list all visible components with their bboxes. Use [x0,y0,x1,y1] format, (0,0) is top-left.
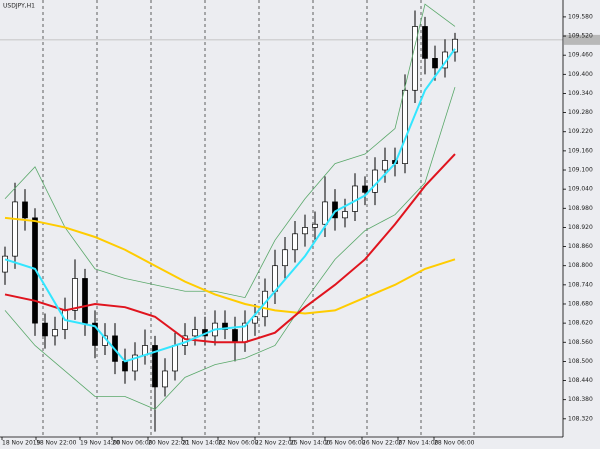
y-tick-label: 109.160 [568,147,593,154]
candle-body [402,89,408,164]
candle-body [292,233,298,251]
x-tick-label: 22 Nov 22:00 [255,440,296,447]
x-tick-label: 19 Nov 14:00 [80,440,121,447]
x-tick-label: 18 Nov 22:00 [36,440,77,447]
candle-body [152,345,158,388]
y-tick-label: 108.800 [568,262,593,269]
candle-body [222,322,228,330]
y-tick-label: 109.280 [568,109,593,116]
candle-body [352,185,358,212]
indicator-line [4,48,456,363]
candle-body [302,227,308,235]
y-tick-label: 108.920 [568,224,593,231]
candle-body [282,249,288,267]
candle-body [322,201,328,225]
y-tick-label: 109.400 [568,71,593,78]
y-tick-label: 108.740 [568,281,593,288]
y-tick-label: 108.440 [568,377,593,384]
candle-body [312,223,318,228]
candle-body [22,201,28,219]
indicator-line [4,153,456,344]
y-tick-label: 109.040 [568,186,593,193]
x-tick-label: 27 Nov 14:00 [398,440,439,447]
y-tick-label: 109.100 [568,167,593,174]
candle-body [42,322,48,337]
y-tick-label: 109.580 [568,13,593,20]
x-tick-label: 28 Nov 06:00 [434,440,475,447]
candle-body [452,38,458,53]
candle-body [372,169,378,193]
candle-body [122,361,128,372]
candle-body [362,185,368,193]
candle-body [412,26,418,91]
y-tick-label: 108.680 [568,300,593,307]
candle-body [2,255,8,273]
candle-body [72,278,78,311]
x-tick-label: 20 Nov 22:00 [148,440,189,447]
candle-body [272,265,278,292]
y-tick-label: 109.520 [568,33,593,40]
x-tick-label: 18 Nov 2019 [2,440,41,447]
candle-body [92,322,98,346]
y-tick-label: 108.980 [568,205,593,212]
indicator-line [4,3,456,299]
price-tag [564,34,600,45]
candle-body [12,201,18,257]
candle-body [342,211,348,219]
indicator-line [4,86,456,410]
indicator-line [4,216,456,315]
y-tick-label: 108.320 [568,415,593,422]
y-tick-label: 108.620 [568,320,593,327]
candle-body [172,345,178,372]
candle-body [132,354,138,372]
candle-body [232,329,238,343]
x-tick-label: 20 Nov 06:00 [112,440,153,447]
candle-body [192,329,198,337]
candle-body [432,58,438,69]
candle-body [82,278,88,324]
y-tick-label: 108.560 [568,339,593,346]
y-tick-label: 108.500 [568,358,593,365]
candle-body [162,370,168,388]
y-tick-label: 109.340 [568,90,593,97]
y-tick-label: 108.380 [568,396,593,403]
y-tick-label: 109.220 [568,128,593,135]
candle-body [382,160,388,171]
candle-body [422,26,428,59]
x-tick-label: 22 Nov 06:00 [218,440,259,447]
y-tick-label: 108.860 [568,243,593,250]
x-tick-label: 25 Nov 14:00 [290,440,331,447]
x-tick-label: 26 Nov 22:00 [362,440,403,447]
y-tick-label: 109.460 [568,52,593,59]
candle-body [52,329,58,337]
candle-body [252,316,258,324]
x-tick-label: 21 Nov 14:00 [182,440,223,447]
x-tick-label: 26 Nov 06:00 [325,440,366,447]
symbol-label: USDJPY,H1 [3,3,35,10]
